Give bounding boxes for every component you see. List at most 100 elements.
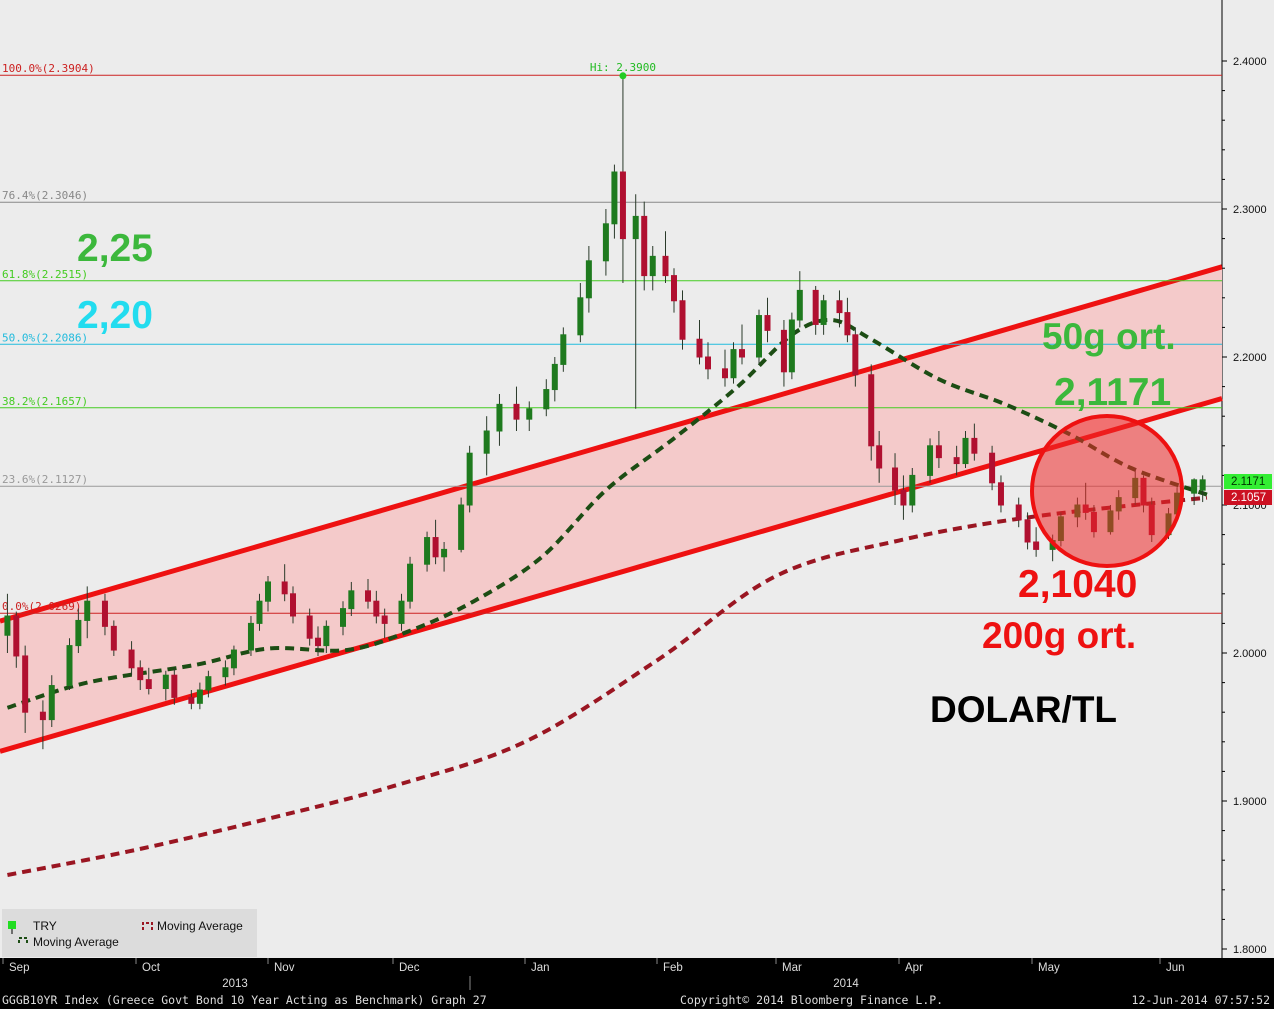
x-axis: Sep Oct Nov Dec Jan Feb Mar Apr May Jun 2013 2014: [2, 958, 1185, 990]
y-tick-label: 2.0000: [1233, 648, 1267, 660]
candle-body: [48, 685, 55, 721]
channel-lower-line: [0, 396, 1223, 754]
annotation-ma200-value: 2,1040: [1018, 563, 1137, 606]
candle: [820, 294, 827, 335]
x-tick-label: Apr: [905, 962, 923, 974]
candle-body: [137, 667, 144, 681]
candle-body: [705, 356, 711, 370]
candle: [39, 700, 46, 750]
candle: [4, 593, 11, 653]
y-tick-label: 1.8000: [1233, 944, 1267, 956]
candle: [48, 675, 55, 727]
candle-body: [641, 215, 648, 277]
y-tick-label: 1.9000: [1233, 796, 1267, 808]
candle: [739, 324, 745, 365]
candle: [722, 349, 728, 387]
candle-body: [39, 711, 46, 721]
legend-swatch-ma200: [142, 922, 153, 930]
candle: [483, 416, 490, 476]
candle: [796, 271, 803, 328]
candle-body: [256, 600, 263, 624]
candle: [764, 297, 771, 343]
candle: [551, 357, 558, 402]
candle-body: [458, 504, 465, 550]
candle: [909, 468, 916, 513]
ma50-line: [6, 317, 1208, 710]
candle: [398, 593, 405, 631]
x-tick-label: Jan: [531, 962, 550, 974]
candle: [373, 590, 380, 624]
candle: [632, 194, 639, 409]
candle: [13, 611, 20, 668]
candle-body: [381, 615, 388, 624]
fib-label: 38.2%(2.1657): [2, 395, 88, 408]
candle-body: [496, 403, 503, 432]
candle-body: [101, 600, 108, 627]
candle: [927, 438, 934, 483]
candle-body: [315, 637, 321, 647]
candle: [619, 75, 626, 283]
candle-body: [632, 215, 639, 240]
candle-body: [900, 489, 907, 506]
candle-body: [892, 467, 899, 491]
x-tick-label: Jun: [1166, 962, 1185, 974]
candle-body: [373, 600, 380, 617]
candle-body: [852, 334, 859, 376]
candle-body: [935, 445, 942, 459]
fibonacci-levels: 100.0%(2.3904) 76.4%(2.3046) 61.8%(2.2515)…: [0, 62, 1222, 614]
candle: [962, 431, 969, 468]
candle: [256, 593, 263, 631]
candle-body: [953, 457, 960, 465]
candle: [900, 475, 907, 520]
candle-body: [796, 289, 803, 321]
candle-body: [812, 289, 819, 325]
candle-body: [290, 593, 296, 617]
candle-body: [340, 608, 346, 627]
candle-body: [432, 537, 439, 558]
candle-body: [696, 338, 703, 358]
legend-box: [2, 909, 257, 957]
candle-body: [110, 625, 117, 651]
candle: [101, 593, 108, 636]
candle-body: [722, 368, 728, 379]
last-value-box: [1224, 490, 1272, 505]
legend-swatch-ma50: [18, 937, 28, 943]
candle: [496, 394, 503, 446]
annotation-ma50-value: 2,1171: [1054, 371, 1171, 414]
candle-body: [989, 452, 996, 484]
candle-body: [844, 312, 851, 336]
candle-body: [836, 300, 843, 314]
candle-body: [188, 696, 195, 704]
candle: [323, 620, 330, 653]
legend-item-try: TRY: [33, 919, 57, 933]
candle: [844, 297, 851, 343]
candle-body: [585, 260, 592, 299]
candle-body: [230, 649, 237, 669]
candle: [602, 209, 609, 276]
candle: [543, 379, 550, 417]
candle: [953, 445, 960, 476]
candle-body: [222, 667, 229, 678]
candle: [852, 327, 859, 387]
footer-center: Copyright© 2014 Bloomberg Finance L.P.: [680, 993, 943, 1007]
candle: [1191, 478, 1198, 505]
legend: TRY Moving Average Moving Average: [2, 909, 257, 957]
annotation-ma200-title: 200g ort.: [982, 615, 1136, 656]
candle-body: [22, 655, 29, 713]
candle: [407, 556, 414, 609]
fib-label: 61.8%(2.2515): [2, 268, 88, 281]
high-label: Hi: 2.3900: [590, 61, 656, 74]
x-tick-label: Mar: [782, 962, 802, 974]
candle-body: [577, 297, 584, 336]
candle: [611, 164, 618, 239]
candle: [315, 626, 321, 656]
candle: [348, 581, 355, 616]
x-tick-label: May: [1038, 962, 1060, 974]
candle-body: [997, 482, 1004, 506]
legend-item-ma50: Moving Average: [33, 935, 119, 949]
candle: [526, 401, 533, 431]
candle-body: [526, 408, 533, 420]
candle: [989, 445, 996, 491]
candle-body: [909, 474, 916, 506]
candle-body: [483, 430, 490, 454]
